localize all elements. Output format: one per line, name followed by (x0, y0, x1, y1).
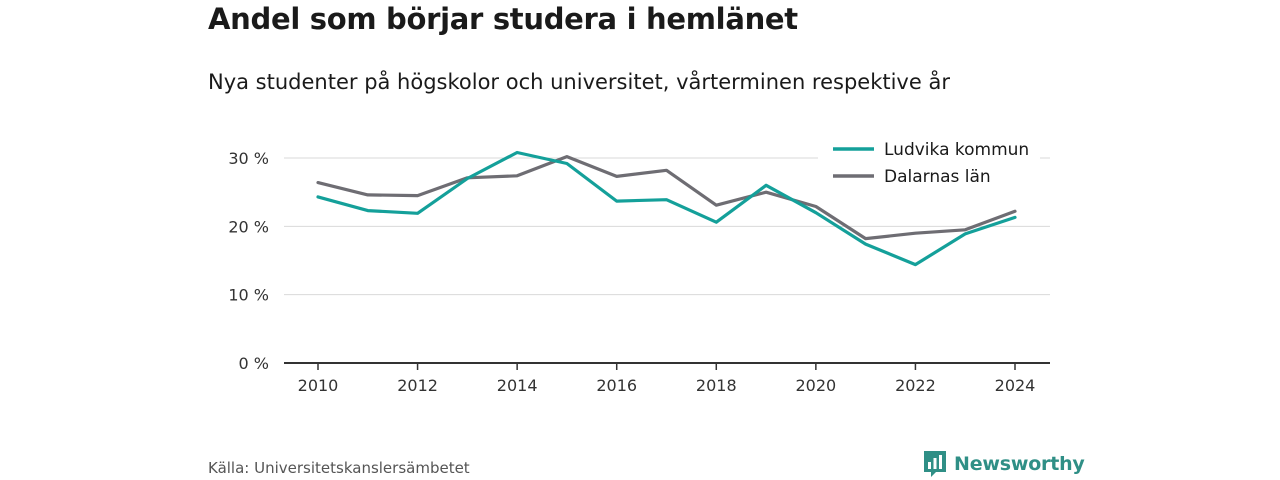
legend-background (818, 135, 1040, 189)
x-tick-label: 2012 (397, 376, 438, 395)
y-tick-label: 10 % (228, 286, 269, 305)
chart-title: Andel som börjar studera i hemlänet (208, 2, 798, 36)
brand-logo: Newsworthy (922, 449, 1085, 479)
brand-name: Newsworthy (954, 453, 1085, 475)
legend-label: Ludvika kommun (884, 140, 1029, 160)
x-tick-label: 2020 (795, 376, 836, 395)
x-tick-label: 2010 (298, 376, 339, 395)
series-line-ludvika (316, 150, 1017, 267)
source-note: Källa: Universitetskanslersämbetet (208, 459, 470, 477)
x-tick-label: 2016 (596, 376, 637, 395)
y-tick-label: 20 % (228, 217, 269, 236)
bar-chart-logo-icon (924, 451, 946, 477)
chart-subtitle: Nya studenter på högskolor och universit… (208, 70, 950, 94)
x-tick-label: 2022 (895, 376, 936, 395)
series-line-dalarna (316, 155, 1017, 241)
y-tick-label: 30 % (228, 149, 269, 168)
y-tick-label: 0 % (239, 354, 269, 373)
x-tick-label: 2018 (696, 376, 737, 395)
x-tick-label: 2014 (497, 376, 538, 395)
legend-label: Dalarnas län (884, 167, 991, 187)
x-tick-label: 2024 (995, 376, 1036, 395)
